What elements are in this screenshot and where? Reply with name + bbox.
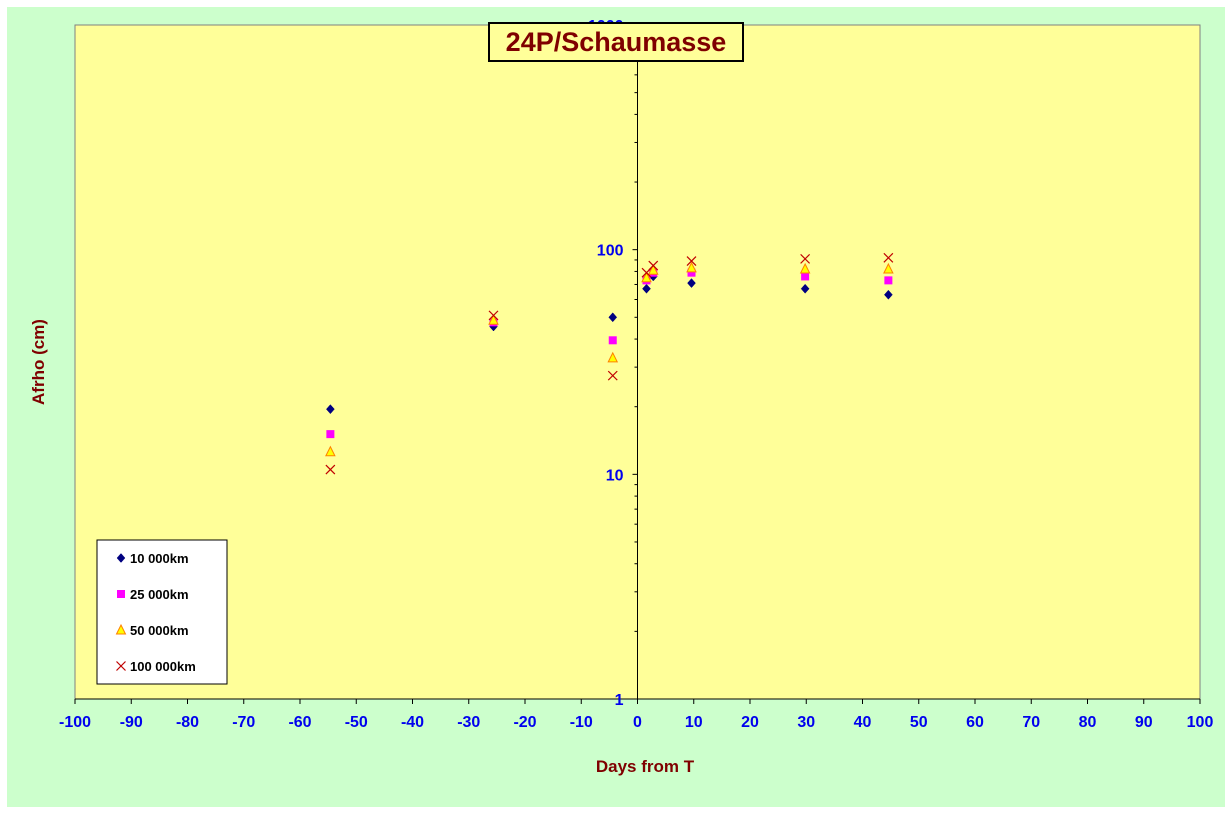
chart-title: 24P/Schaumasse [488,22,744,62]
data-point-x [883,252,894,263]
y-tick-label: 10 [606,467,624,484]
legend-box [96,539,228,685]
data-point-diamond [687,278,696,288]
legend-marker-x [116,661,126,671]
x-tick-label: 30 [797,714,815,731]
data-point-triangle [488,314,499,325]
data-point-x [325,464,336,475]
x-tick-label: 90 [1135,714,1153,731]
x-tick-label: 10 [685,714,703,731]
x-tick-label: 20 [741,714,759,731]
data-point-square [801,272,810,281]
series-3 [325,252,894,475]
data-point-x [800,253,811,264]
legend-marker-diamond [116,553,126,563]
x-tick-label: 50 [910,714,928,731]
data-point-x [686,256,697,266]
legend-marker-triangle [115,623,127,635]
y-tick-label: 100 [597,243,624,260]
data-points [325,252,894,475]
x-tick-label: -60 [288,714,311,731]
x-tick-label: -100 [59,714,91,731]
data-point-diamond [884,289,893,300]
data-point-diamond [326,404,335,415]
data-point-diamond [800,283,810,294]
x-axis: -100 -90 -80 -70 -60 -50 -40 -30 -20 -10 0 10 20 30 40… [59,698,1214,731]
x-tick-label: -40 [401,714,424,731]
x-tick-label: 80 [1079,714,1097,731]
y-tick-label: 1 [615,692,624,709]
data-point-diamond [608,312,618,323]
data-point-square [687,268,696,277]
x-tick-label: -20 [513,714,536,731]
x-tick-label: -10 [570,714,593,731]
data-point-triangle [883,262,894,274]
x-tick-label: -70 [232,714,255,731]
data-point-triangle [607,351,619,363]
legend-label: 50 000km [130,623,189,638]
legend-label: 10 000km [130,551,189,566]
data-point-triangle [647,264,659,275]
data-point-x [648,260,659,271]
data-point-square [608,336,617,345]
legend: 10 000km 25 000km 50 000km 100 000km [96,539,228,685]
x-tick-label: 100 [1187,714,1214,731]
data-point-triangle [799,262,811,274]
x-tick-label: 60 [966,714,984,731]
x-axis-title: Days from T [596,757,695,776]
data-point-diamond [642,283,651,294]
data-point-x [488,310,499,321]
series-2 [325,261,894,457]
x-tick-label: -30 [457,714,480,731]
x-tick-label: 70 [1022,714,1040,731]
x-tick-label: -90 [120,714,143,731]
data-point-square [884,276,893,285]
data-point-triangle [325,445,336,457]
legend-label: 100 000km [130,659,196,674]
data-point-x [607,370,618,381]
x-tick-label: -50 [345,714,368,731]
data-point-triangle [641,271,652,283]
data-point-triangle [686,261,697,273]
legend-marker-square [117,590,125,598]
x-tick-label: 40 [854,714,872,731]
legend-label: 25 000km [130,587,189,602]
data-point-square [326,430,335,439]
x-tick-label: 0 [633,714,642,731]
y-axis-title: Afrho (cm) [29,319,48,405]
x-tick-label: -80 [176,714,199,731]
